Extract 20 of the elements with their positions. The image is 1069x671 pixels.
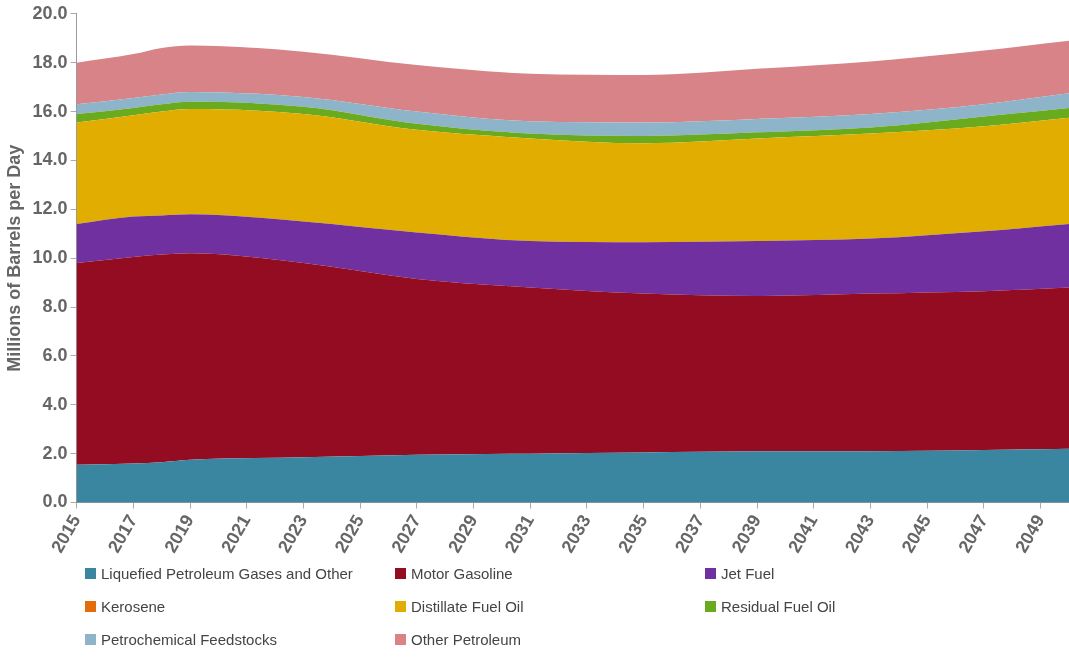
- y-tick-label: 4.0: [42, 393, 68, 414]
- legend-label: Liquefied Petroleum Gases and Other: [101, 565, 353, 582]
- y-tick-label: 8.0: [42, 296, 68, 316]
- y-tick-label: 12.0: [32, 198, 68, 219]
- y-tick-label: 10.0: [32, 247, 68, 268]
- y-tick-label: 0.0: [42, 491, 68, 512]
- legend-label: Other Petroleum: [411, 631, 522, 648]
- legend-label: Jet Fuel: [721, 565, 775, 582]
- legend-label: Motor Gasoline: [411, 565, 513, 582]
- legend-label: Residual Fuel Oil: [721, 598, 836, 615]
- legend-label: Petrochemical Feedstocks: [101, 631, 277, 648]
- y-tick-label: 16.0: [32, 100, 68, 121]
- legend-label: Kerosene: [101, 598, 166, 615]
- y-tick-label: 2.0: [42, 442, 68, 463]
- y-tick-label: 14.0: [32, 149, 68, 170]
- y-tick-label: 6.0: [42, 344, 68, 365]
- legend-label: Distillate Fuel Oil: [411, 598, 524, 615]
- y-axis-title: Millions of Barrels per Day: [3, 144, 24, 372]
- y-tick-label: 18.0: [32, 51, 68, 72]
- y-tick-label: 20.0: [32, 2, 68, 23]
